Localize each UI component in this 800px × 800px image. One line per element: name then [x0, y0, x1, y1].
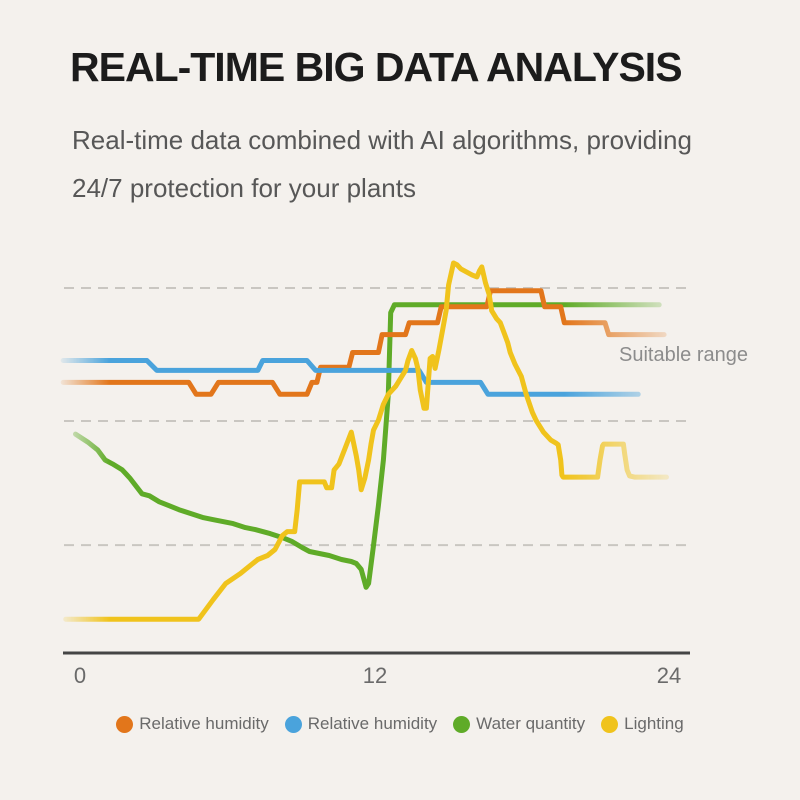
- series-line-3-lighting: [63, 260, 669, 622]
- chart-legend: Relative humidity Relative humidity Water …: [0, 714, 800, 734]
- subtitle-line-1: Real-time data combined with AI algorith…: [72, 125, 692, 155]
- subtitle-line-2: 24/7 protection for your plants: [72, 173, 416, 203]
- x-tick-0: 0: [73, 663, 87, 688]
- series-line-1-relative-humidity: [60, 358, 641, 397]
- legend-label: Water quantity: [476, 714, 586, 733]
- legend-item: Relative humidity: [284, 714, 438, 734]
- page-title: REAL-TIME BIG DATA ANALYSIS: [70, 44, 683, 90]
- legend-dot-icon: [453, 715, 471, 733]
- legend-dot-icon: [284, 715, 302, 733]
- page-subtitle: Real-time data combined with AI algorith…: [72, 116, 692, 212]
- legend-item: Relative humidity: [116, 714, 269, 734]
- legend-item: Lighting: [601, 714, 684, 734]
- legend-label: Relative humidity: [307, 714, 438, 733]
- legend-dot-icon: [116, 715, 134, 733]
- legend-label: Lighting: [624, 714, 684, 733]
- legend-label: Relative humidity: [139, 714, 269, 733]
- suitable-range-label: Suitable range: [619, 344, 748, 366]
- series-line-2-water-quantity: [73, 302, 662, 590]
- series-line-0-relative-humidity: [60, 288, 667, 397]
- legend-dot-icon: [601, 715, 619, 733]
- x-tick-24: 24: [656, 663, 682, 688]
- x-tick-12: 12: [362, 663, 388, 688]
- legend-item: Water quantity: [453, 714, 585, 734]
